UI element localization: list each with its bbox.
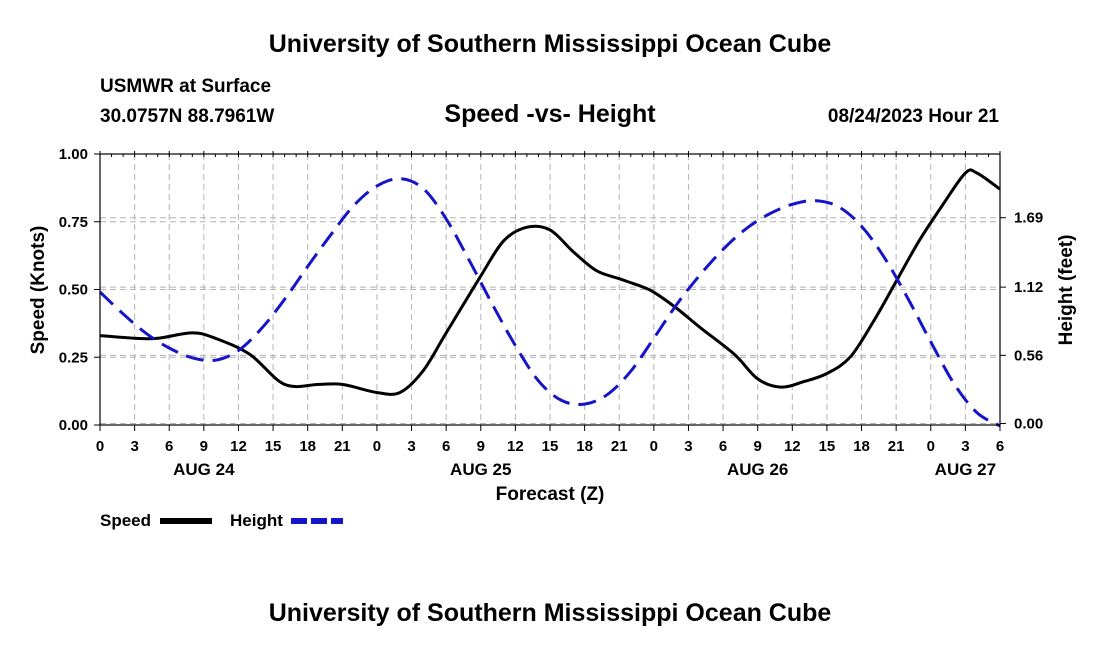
x-tick-label: 0 [927, 438, 935, 455]
page-title: University of Southern Mississippi Ocean… [268, 30, 832, 58]
series-line-speed [99, 168, 1001, 396]
axis-labels: Forecast (Z) Speed (Knots) Height (feet) [28, 226, 1077, 505]
speed-height-chart: 0 3 6 9 12 15 18 21 0 3 6 9 12 15 18 21 0 3 6 9 12 15 18 21 0 3 6A… [28, 146, 1077, 530]
x-tick-label: 0 [373, 438, 381, 455]
x-tick-label: 6 [996, 438, 1004, 455]
right-tick-label: 1.12 [1014, 279, 1043, 296]
station-coordinates: 30.0757N 88.7961W [100, 106, 275, 127]
x-tick-label: 3 [961, 438, 969, 455]
x-tick-label: 18 [853, 438, 870, 455]
x-tick-label: 3 [684, 438, 692, 455]
right-tick-label: 1.69 [1014, 210, 1043, 227]
date-label: AUG 26 [727, 460, 788, 479]
legend-label-height: Height [230, 511, 283, 530]
x-tick-label: 12 [507, 438, 524, 455]
left-tick-label: 1.00 [59, 146, 88, 163]
x-tick-label: 15 [819, 438, 836, 455]
x-axis-title: Forecast (Z) [496, 484, 605, 505]
x-tick-label: 0 [650, 438, 658, 455]
x-tick-label: 6 [442, 438, 450, 455]
grid-lines [99, 153, 1001, 426]
right-axis-title: Height (feet) [1056, 235, 1077, 346]
legend: Speed Height [100, 511, 343, 530]
footer-title: University of Southern Mississippi Ocean… [268, 599, 832, 627]
right-tick-label: 0.00 [1014, 416, 1043, 433]
x-tick-label: 3 [130, 438, 138, 455]
left-tick-label: 0.50 [59, 282, 88, 299]
chart-title: Speed -vs- Height [444, 100, 656, 128]
station-name: USMWR at Surface [100, 76, 272, 97]
x-tick-label: 21 [334, 438, 351, 455]
series-line-height [98, 177, 1001, 428]
x-tick-label: 12 [784, 438, 801, 455]
x-tick-label: 9 [477, 438, 485, 455]
x-tick-label: 15 [265, 438, 282, 455]
left-tick-label: 0.75 [59, 214, 88, 231]
x-tick-label: 18 [576, 438, 593, 455]
x-tick-label: 3 [407, 438, 415, 455]
date-label: AUG 27 [935, 460, 996, 479]
left-tick-label: 0.25 [59, 349, 88, 366]
x-tick-label: 9 [200, 438, 208, 455]
right-tick-label: 0.56 [1014, 347, 1043, 364]
forecast-datetime: 08/24/2023 Hour 21 [827, 106, 999, 127]
left-tick-label: 0.00 [59, 417, 88, 434]
x-tick-label: 21 [888, 438, 905, 455]
x-tick-label: 6 [719, 438, 727, 455]
x-tick-label: 21 [611, 438, 628, 455]
date-label: AUG 25 [450, 460, 511, 479]
date-label: AUG 24 [173, 460, 235, 479]
axis-ticks: 0 3 6 9 12 15 18 21 0 3 6 9 12 15 18 21 0 3 6 9 12 15 18 21 0 3 6A… [59, 146, 1043, 479]
x-tick-label: 15 [542, 438, 559, 455]
x-tick-label: 12 [230, 438, 247, 455]
x-tick-label: 0 [96, 438, 104, 455]
x-tick-label: 9 [754, 438, 762, 455]
series-lines [98, 168, 1001, 428]
x-tick-label: 18 [299, 438, 316, 455]
legend-label-speed: Speed [100, 511, 151, 530]
left-axis-title: Speed (Knots) [28, 226, 49, 355]
x-tick-label: 6 [165, 438, 173, 455]
